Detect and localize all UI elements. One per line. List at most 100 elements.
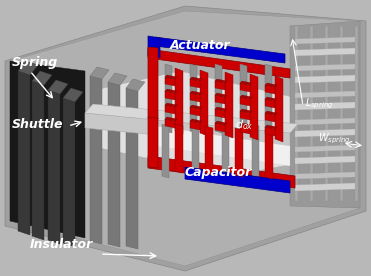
Polygon shape (190, 77, 202, 81)
Polygon shape (222, 124, 229, 178)
Polygon shape (48, 80, 68, 94)
Polygon shape (265, 127, 275, 136)
Polygon shape (295, 64, 355, 71)
Polygon shape (215, 107, 227, 111)
Polygon shape (265, 125, 277, 129)
Text: Capacitor: Capacitor (185, 166, 252, 179)
Polygon shape (126, 88, 138, 249)
Text: Actuator: Actuator (170, 39, 231, 52)
Text: $W_{spring}$: $W_{spring}$ (318, 131, 351, 146)
Polygon shape (10, 61, 85, 238)
Polygon shape (240, 83, 250, 92)
Polygon shape (5, 6, 366, 271)
Polygon shape (18, 61, 38, 75)
Polygon shape (265, 99, 275, 108)
Polygon shape (48, 90, 60, 244)
Polygon shape (90, 67, 109, 79)
Polygon shape (165, 105, 175, 114)
Polygon shape (165, 89, 177, 93)
Polygon shape (295, 37, 355, 44)
Polygon shape (295, 26, 298, 201)
Polygon shape (240, 111, 250, 120)
Polygon shape (148, 117, 158, 168)
Polygon shape (215, 109, 225, 118)
Polygon shape (235, 128, 243, 177)
Polygon shape (165, 77, 175, 86)
Polygon shape (325, 26, 328, 201)
Polygon shape (240, 97, 250, 106)
Polygon shape (190, 91, 202, 95)
Polygon shape (90, 71, 310, 176)
Polygon shape (240, 109, 252, 113)
Polygon shape (10, 11, 360, 266)
Text: $L_{spring}$: $L_{spring}$ (305, 96, 334, 111)
Polygon shape (148, 36, 160, 58)
Polygon shape (295, 102, 355, 110)
Polygon shape (155, 37, 285, 63)
Text: Insulator: Insulator (30, 238, 93, 251)
Polygon shape (295, 172, 355, 179)
Polygon shape (265, 97, 277, 101)
Polygon shape (165, 75, 177, 79)
Polygon shape (225, 72, 233, 138)
Polygon shape (190, 107, 200, 116)
Polygon shape (108, 82, 120, 247)
Polygon shape (295, 145, 355, 152)
Polygon shape (265, 85, 275, 94)
Polygon shape (190, 105, 202, 109)
Text: Shuttle: Shuttle (12, 118, 63, 131)
Polygon shape (148, 49, 290, 78)
Polygon shape (252, 124, 259, 178)
Polygon shape (240, 64, 247, 133)
Polygon shape (165, 103, 177, 107)
Polygon shape (85, 113, 290, 148)
Polygon shape (215, 81, 225, 90)
Polygon shape (295, 118, 355, 125)
Polygon shape (295, 75, 355, 83)
Polygon shape (190, 119, 202, 123)
Polygon shape (355, 26, 358, 201)
Polygon shape (63, 98, 75, 247)
Polygon shape (175, 68, 183, 134)
Polygon shape (192, 124, 199, 178)
Polygon shape (265, 64, 272, 133)
Polygon shape (18, 71, 30, 235)
Polygon shape (240, 81, 252, 85)
Polygon shape (295, 129, 355, 137)
Polygon shape (240, 125, 250, 134)
Polygon shape (165, 91, 175, 100)
Polygon shape (240, 95, 252, 99)
Polygon shape (295, 91, 355, 98)
Polygon shape (32, 71, 52, 85)
Polygon shape (85, 104, 298, 133)
Polygon shape (190, 64, 197, 133)
Polygon shape (215, 121, 227, 125)
Polygon shape (240, 123, 252, 127)
Polygon shape (215, 95, 225, 104)
Polygon shape (63, 88, 83, 102)
Polygon shape (190, 79, 200, 88)
Polygon shape (295, 48, 355, 56)
Polygon shape (275, 76, 283, 142)
Polygon shape (155, 126, 290, 166)
Polygon shape (175, 124, 183, 173)
Polygon shape (340, 26, 343, 201)
Polygon shape (90, 76, 102, 244)
Polygon shape (205, 126, 213, 175)
Polygon shape (215, 79, 227, 83)
Polygon shape (215, 93, 227, 97)
Polygon shape (185, 167, 290, 193)
Polygon shape (295, 183, 355, 191)
Polygon shape (265, 83, 277, 87)
Polygon shape (290, 21, 360, 208)
Polygon shape (162, 124, 169, 178)
Polygon shape (265, 130, 273, 179)
Polygon shape (165, 64, 172, 133)
Polygon shape (310, 26, 313, 201)
Polygon shape (265, 111, 277, 115)
Polygon shape (165, 119, 175, 128)
Polygon shape (200, 70, 208, 136)
Text: $d_{ox}$: $d_{ox}$ (235, 118, 253, 132)
Polygon shape (215, 64, 222, 133)
Polygon shape (126, 79, 145, 91)
